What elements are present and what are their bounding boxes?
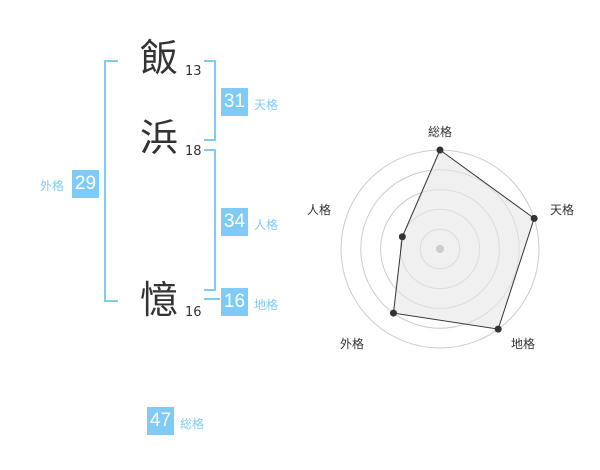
- radar-area: [392, 149, 535, 330]
- tenkaku-label: 天格: [254, 98, 279, 112]
- chikaku-label: 地格: [254, 298, 279, 312]
- jinkaku-bracket: [204, 149, 216, 291]
- char-2-strokes: 18: [185, 144, 202, 159]
- char-3-strokes: 16: [185, 305, 202, 320]
- soukaku-value: 47: [147, 407, 174, 435]
- jinkaku-value: 34: [221, 208, 248, 236]
- char-2: 浜: [140, 116, 179, 160]
- radar-point-3: [389, 309, 397, 317]
- tenkaku-value: 31: [221, 88, 248, 116]
- radar-point-1: [530, 214, 538, 222]
- radar-point-0: [436, 146, 444, 154]
- gaikaku-label: 外格: [40, 179, 65, 193]
- gaikaku-bracket: [104, 60, 118, 302]
- radar-center: [436, 245, 444, 253]
- jinkaku-label: 人格: [254, 218, 279, 232]
- tenkaku-bracket: [204, 60, 216, 141]
- chikaku-connector: [204, 298, 220, 300]
- axis-label-tenkaku: 天格: [550, 203, 575, 217]
- axis-label-chikaku: 地格: [511, 337, 536, 351]
- char-1-strokes: 13: [185, 64, 202, 79]
- soukaku-label: 総格: [180, 417, 205, 431]
- axis-label-jinkaku: 人格: [307, 203, 332, 217]
- radar-point-2: [494, 325, 502, 333]
- char-3: 憶: [140, 278, 179, 322]
- axis-label-gaikaku: 外格: [340, 337, 365, 351]
- gaikaku-value: 29: [72, 170, 99, 198]
- axis-label-soukaku: 総格: [428, 125, 453, 139]
- radar-point-4: [398, 233, 406, 241]
- chikaku-value: 16: [221, 288, 248, 316]
- char-1: 飯: [140, 36, 179, 80]
